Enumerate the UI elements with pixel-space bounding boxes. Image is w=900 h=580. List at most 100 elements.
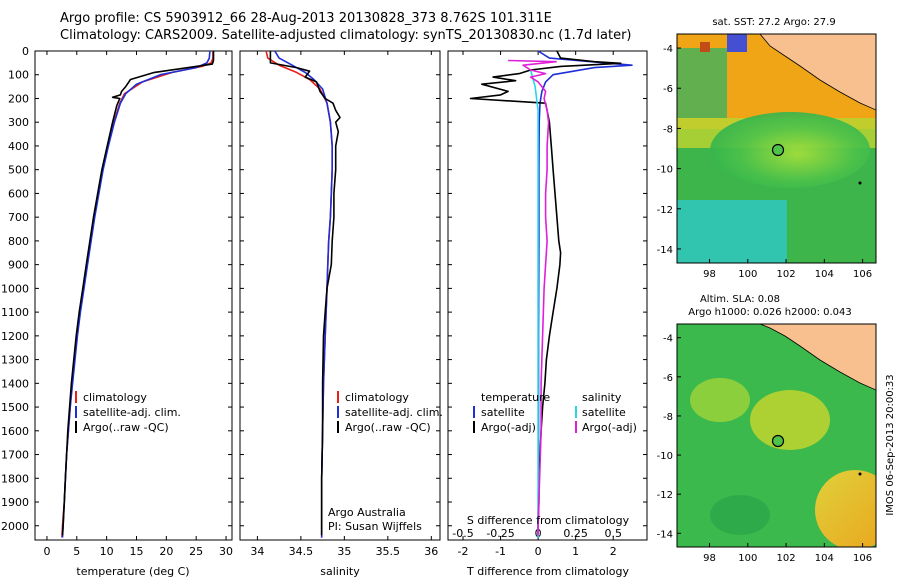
legend-label-s-argo: Argo(-adj) [582,421,637,434]
lat-tick-label: -8 [663,412,673,423]
temperature-xlabel: temperature (deg C) [76,565,189,578]
x-tick-label: 36 [424,545,438,558]
depth-tick-label: 500 [8,164,29,177]
legend-label-climatology: climatology [345,391,409,404]
depth-tick-label: 1200 [1,330,29,343]
depth-tick-label: 1800 [1,472,29,485]
sst-cloud-mask [677,48,727,118]
legend-label-satellite: satellite-adj. clim. [345,406,443,419]
sla-yellow-blob-2 [690,378,750,422]
depth-tick-label: 700 [8,211,29,224]
x-tick-label: 34 [250,545,264,558]
x-tick-label: 34.5 [289,545,314,558]
x-tick-label: 0 [535,545,542,558]
sla-map [677,323,876,547]
legend-label-s-satellite: satellite [582,406,626,419]
lon-tick-label: 100 [738,269,757,280]
depth-tick-label: 600 [8,187,29,200]
sst-cool-patch [677,200,787,263]
sst-map-ticks: -4 -6 -8 -10 -12 -14 98 100 102 104 106 [657,44,872,280]
difference-legend: temperature salinity satellite Argo(-adj… [473,391,637,434]
header-line-2: Climatology: CARS2009. Satellite-adjuste… [60,28,632,43]
lat-tick-label: -10 [657,165,673,176]
lat-tick-label: -6 [663,84,673,95]
x-tick-label: 0 [43,545,50,558]
salinity-legend: climatology satellite-adj. clim. Argo(..… [337,391,443,434]
lat-tick-label: -8 [663,124,673,135]
lon-tick-label: 98 [703,269,716,280]
temperature-legend: climatology satellite-adj. clim. Argo(..… [75,391,181,434]
legend-label-argo: Argo(..raw -QC) [83,421,169,434]
sla-map-title-1: Altim. SLA: 0.08 [700,294,780,305]
credit-line-1: Argo Australia [328,506,406,519]
series-line-s-argo-adj- [508,59,557,536]
legend-label-climatology: climatology [83,391,147,404]
sst-land-sumatra [759,34,876,111]
legend-label-t-argo: Argo(-adj) [481,421,536,434]
sla-dark-blob [710,495,770,535]
salinity-xlabel: salinity [320,565,360,578]
x-tick-label: 15 [129,545,143,558]
legend-label-t-satellite: satellite [481,406,525,419]
x2-tick-label: 0.25 [563,527,588,540]
sla-map-ticks: -4 -6 -8 -10 -12 -14 98 100 102 104 106 [657,334,872,564]
series-line-satellite-adj-clim- [274,50,334,538]
x-tick-label: -2 [458,545,469,558]
x-tick-label: 2 [610,545,617,558]
depth-tick-label: 1300 [1,354,29,367]
lon-tick-label: 102 [777,269,796,280]
x-tick-label: 5 [73,545,80,558]
sla-yellow-blob-1 [750,390,830,450]
sla-island-marker [858,472,862,476]
lon-tick-label: 102 [777,553,796,564]
lat-tick-label: -4 [663,334,673,345]
temperature-plot: 0 5 10 15 20 25 30 [43,50,233,558]
sst-green-blob [710,112,870,188]
sst-argo-marker [771,143,785,157]
depth-tick-label: 1000 [1,282,29,295]
series-line-t-argo-adj- [469,50,622,536]
lat-tick-label: -10 [657,451,673,462]
legend-label-argo: Argo(..raw -QC) [345,421,431,434]
header-line-1: Argo profile: CS 5903912_66 28-Aug-2013 … [60,11,552,26]
x-tick-label: 25 [189,545,203,558]
lon-tick-label: 104 [815,553,834,564]
depth-tick-label: 2000 [1,520,29,533]
series-line-argo-raw-qc- [61,51,215,536]
sst-cloud-mask-3 [700,42,710,52]
x-tick-label: 10 [100,545,114,558]
lon-tick-label: 106 [853,269,872,280]
sla-map-frame [676,323,877,548]
legend-head-temperature: temperature [481,391,550,404]
sla-warm-blob [815,470,876,547]
x-tick-label: 35 [337,545,351,558]
depth-tick-label: 200 [8,92,29,105]
depth-tick-label: 1100 [1,306,29,319]
depth-tick-label: 400 [8,140,29,153]
series-line-t-satellite [537,50,633,538]
depth-tick-label: 0 [22,45,29,58]
lat-tick-label: -6 [663,373,673,384]
difference-plot: -2 -1 0 1 2-0.5 -0.25 0 0.25 0.5 [452,50,633,558]
series-line-argo-raw-qc- [269,51,341,536]
depth-tick-label: 300 [8,116,29,129]
lon-tick-label: 98 [703,553,716,564]
lat-tick-label: -12 [657,490,673,501]
depth-tick-label: 1500 [1,401,29,414]
depth-tick-label: 100 [8,69,29,82]
salinity-plot: 34 34.5 35 35.5 36 [250,50,438,558]
difference-xlabel-2: S difference from climatology [467,514,630,527]
x2-tick-label: -0.25 [486,527,514,540]
x-tick-label: 35.5 [376,545,401,558]
sst-map-frame [676,33,877,264]
depth-tick-label: 1900 [1,496,29,509]
x-tick-label: 30 [219,545,233,558]
x-tick-label: 20 [159,545,173,558]
sst-map-title: sat. SST: 27.2 Argo: 27.9 [712,17,835,28]
series-line-climatology [61,51,214,538]
x2-tick-label: -0.5 [452,527,473,540]
depth-tick-label: 1400 [1,377,29,390]
sla-map-title-2: Argo h1000: 0.026 h2000: 0.043 [688,307,852,318]
salinity-panel-frame [239,50,441,541]
